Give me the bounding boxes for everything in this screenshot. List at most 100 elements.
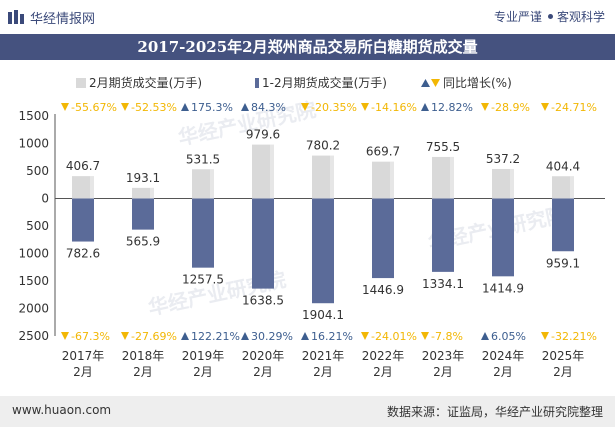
x-tick-label: 2024年: [482, 349, 525, 363]
bar-series2: [552, 198, 574, 252]
legend-label-series2: 1-2月期货成交量(万手): [262, 75, 387, 90]
growth-series2-up-triangle: [481, 332, 489, 340]
growth-series1-label: 84.3%: [251, 101, 286, 114]
slogan-tag-1: 专业严谨: [493, 10, 542, 24]
x-tick-label: 2020年: [242, 349, 285, 363]
x-tick-label: 2021年: [302, 349, 345, 363]
bar-series2-value-label: 565.9: [126, 235, 160, 249]
bar-series2: [72, 198, 94, 242]
bar-series2-value-label: 1257.5: [182, 273, 224, 287]
growth-series1-down-triangle: [481, 103, 489, 111]
bar-series1-value-label: 531.5: [186, 152, 220, 166]
bar-series2: [252, 198, 274, 289]
y-tick-label: 2500: [18, 329, 49, 343]
growth-series1-down-triangle: [121, 103, 129, 111]
growth-series2-label: -7.8%: [431, 330, 463, 343]
bar-series1-value-label: 406.7: [66, 159, 100, 173]
bar-series2: [312, 198, 334, 304]
growth-series2-label: 16.21%: [311, 330, 353, 343]
growth-series2-label: -24.01%: [371, 330, 417, 343]
bullet-icon: [547, 14, 553, 19]
top-bar: 华经情报网 专业严谨 客观科学: [0, 0, 615, 34]
footer-source: 数据来源：证监局，华经产业研究院整理: [386, 405, 603, 419]
growth-series2-up-triangle: [241, 332, 249, 340]
bar-series2-value-label: 1904.1: [302, 308, 344, 322]
bar-series1-highlight: [450, 156, 454, 199]
growth-series1-label: -52.53%: [131, 101, 177, 114]
growth-series2-down-triangle: [121, 332, 129, 340]
growth-series2-label: -67.3%: [71, 330, 110, 343]
growth-series2-label: 6.05%: [491, 330, 526, 343]
growth-series1-label: -55.67%: [71, 101, 117, 114]
growth-series1-up-triangle: [421, 103, 429, 111]
x-tick-label: 2023年: [422, 349, 465, 363]
x-tick-label: 2月: [493, 365, 513, 379]
x-tick-label: 2月: [313, 365, 333, 379]
x-tick-label: 2025年: [542, 349, 585, 363]
growth-series2-down-triangle: [541, 332, 549, 340]
bar-series1-highlight: [390, 161, 394, 199]
x-tick-label: 2月: [553, 365, 573, 379]
x-tick-label: 2月: [433, 365, 453, 379]
logo-icon: [8, 10, 24, 24]
growth-series2-label: -27.69%: [131, 330, 177, 343]
legend-swatch-series2: [255, 78, 259, 88]
x-tick-label: 2018年: [122, 349, 165, 363]
y-tick-label: 500: [26, 164, 49, 178]
bar-series1-highlight: [150, 187, 154, 199]
slogan: 专业严谨 客观科学: [494, 8, 605, 25]
bar-series2-value-label: 959.1: [546, 256, 580, 270]
y-tick-label: 1500: [18, 274, 49, 288]
legend-up-triangle-icon: [421, 79, 430, 87]
bar-series2: [192, 198, 214, 268]
legend-swatch-series1: [76, 78, 86, 88]
chart-title: 2017-2025年2月郑州商品交易所白糖期货成交量: [0, 34, 615, 60]
bar-series1-value-label: 979.6: [246, 128, 280, 142]
growth-series1-up-triangle: [241, 103, 249, 111]
bar-series1: [72, 176, 94, 199]
y-tick-label: 2000: [18, 302, 49, 316]
growth-series2-up-triangle: [301, 332, 309, 340]
bar-series2-value-label: 1446.9: [362, 283, 404, 297]
x-tick-label: 2月: [373, 365, 393, 379]
x-tick-label: 2月: [73, 365, 93, 379]
x-tick-label: 2月: [253, 365, 273, 379]
bar-series1-highlight: [90, 176, 94, 199]
y-tick-label: 0: [41, 192, 49, 206]
bar-series1: [552, 176, 574, 199]
brand-name: 华经情报网: [30, 12, 96, 27]
growth-series1-up-triangle: [181, 103, 189, 111]
bar-series1-value-label: 404.4: [546, 159, 580, 173]
chart: 2月期货成交量(万手) 1-2月期货成交量(万手) 同比增长(%) 华经产业研究…: [18, 75, 605, 379]
bar-series1-value-label: 669.7: [366, 145, 400, 159]
footer-website: www.huaon.com: [12, 403, 112, 417]
footer: www.huaon.com 数据来源：证监局，华经产业研究院整理: [0, 396, 615, 427]
bar-series1: [492, 168, 514, 199]
growth-series1-label: 175.3%: [191, 101, 233, 114]
growth-series2-down-triangle: [421, 332, 429, 340]
bar-series2-value-label: 1334.1: [422, 277, 464, 291]
growth-series1-down-triangle: [61, 103, 69, 111]
growth-series1-label: -20.35%: [311, 101, 357, 114]
bar-series1: [252, 144, 274, 199]
x-tick-label: 2019年: [182, 349, 225, 363]
growth-series2-label: 122.21%: [191, 330, 240, 343]
bar-series1-value-label: 193.1: [126, 171, 160, 185]
slogan-tag-2: 客观科学: [556, 10, 605, 24]
y-tick-label: 1000: [18, 247, 49, 261]
bar-series2-value-label: 782.6: [66, 247, 100, 261]
growth-series2-label: 30.29%: [251, 330, 293, 343]
x-tick-label: 2017年: [62, 349, 105, 363]
bar-series1-highlight: [330, 155, 334, 199]
legend-label-growth: 同比增长(%): [443, 76, 512, 90]
x-tick-label: 2月: [193, 365, 213, 379]
bar-series2: [132, 198, 154, 230]
y-tick-label: 500: [26, 219, 49, 233]
y-tick-label: 1000: [18, 137, 49, 151]
bar-series1: [372, 161, 394, 199]
bar-series1: [192, 169, 214, 199]
bar-series1-value-label: 537.2: [486, 152, 520, 166]
growth-series2-down-triangle: [61, 332, 69, 340]
growth-series1-down-triangle: [301, 103, 309, 111]
growth-series2-label: -32.21%: [551, 330, 597, 343]
